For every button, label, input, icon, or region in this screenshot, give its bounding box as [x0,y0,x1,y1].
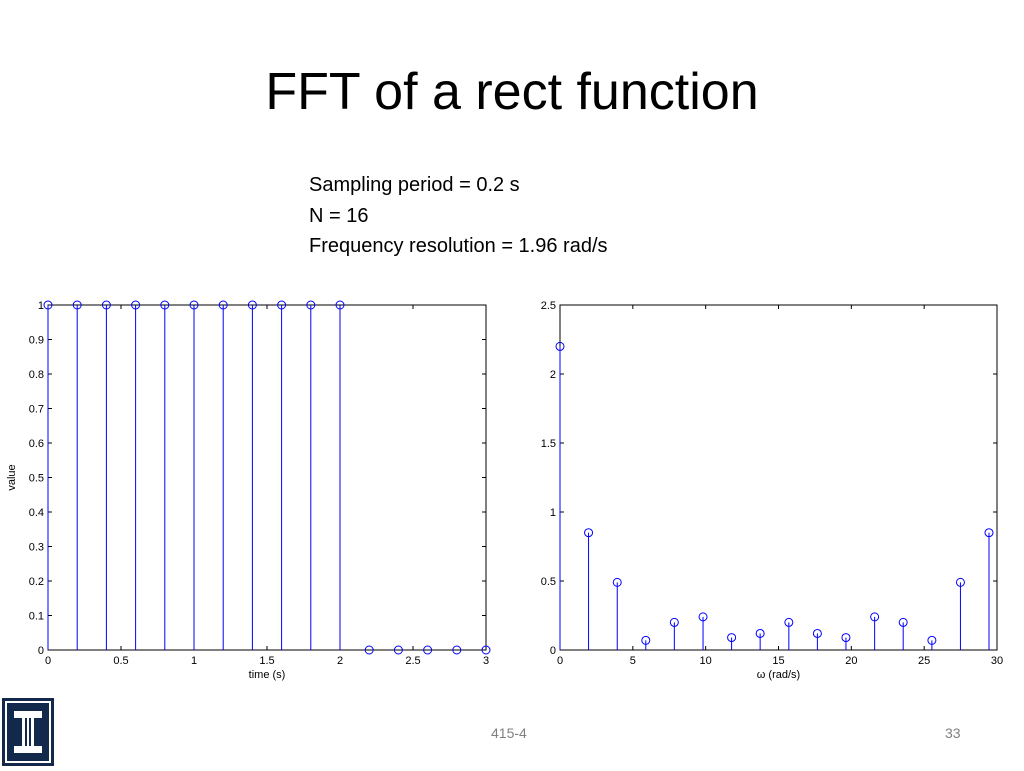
y-tick-label: 0.7 [29,404,44,416]
slide-title: FFT of a rect function [265,63,759,121]
stem-marker [423,645,433,655]
x-tick-label: 0 [45,655,51,667]
stem-marker [727,633,737,643]
stem-marker [927,635,937,645]
y-tick-label: 0 [550,645,556,657]
x-tick-label: 15 [772,655,784,667]
y-tick-label: 0.2 [29,576,44,588]
x-tick-label: 0 [557,655,563,667]
stem-marker [277,300,287,310]
stem-marker [364,645,374,655]
stem-marker [898,617,908,627]
y-tick-label: 0 [38,645,44,657]
stem-marker [189,300,199,310]
x-tick-label: 0.5 [113,655,128,667]
x-tick-label: 5 [630,655,636,667]
stem-marker [698,612,708,622]
stem-marker [247,300,257,310]
stem-marker [393,645,403,655]
x-tick-label: 10 [700,655,712,667]
x-tick-label: 20 [845,655,857,667]
y-tick-label: 0.9 [29,335,44,347]
page-number: 33 [945,725,961,741]
x-axis-label: time (s) [249,669,286,681]
stem-marker [131,300,141,310]
x-tick-label: 2 [337,655,343,667]
stem-marker [955,577,965,587]
stem-marker [784,617,794,627]
y-tick-label: 1 [550,507,556,519]
y-tick-label: 0.5 [541,576,556,588]
stem-marker [72,300,82,310]
y-tick-label: 0.1 [29,611,44,623]
x-tick-label: 2.5 [405,655,420,667]
y-tick-label: 0.5 [29,473,44,485]
stem-marker [101,300,111,310]
stem-marker [984,528,994,538]
footer-course-code: 415-4 [491,725,527,741]
stem-marker [335,300,345,310]
y-axis-label: value [6,464,18,490]
stem-marker [612,577,622,587]
stem-marker [555,341,565,351]
plot-frame [559,304,998,651]
y-tick-label: 1 [38,300,44,312]
stem-marker [160,300,170,310]
x-tick-label: 25 [918,655,930,667]
y-tick-label: 2.5 [541,300,556,312]
y-tick-label: 0.6 [29,438,44,450]
stem-marker [452,645,462,655]
stem-marker [870,612,880,622]
stem-marker [584,528,594,538]
university-logo-icon [2,698,54,766]
x-axis-label: ω (rad/s) [757,669,800,681]
y-tick-label: 1.5 [541,438,556,450]
stem-marker [841,633,851,643]
stem-marker [481,645,491,655]
info-sampling-period: Sampling period = 0.2 s [309,174,520,196]
x-tick-label: 30 [991,655,1003,667]
info-frequency-resolution: Frequency resolution = 1.96 rad/s [309,235,608,257]
stem-marker [669,617,679,627]
y-tick-label: 2 [550,369,556,381]
stem-marker [218,300,228,310]
stem-marker [43,300,53,310]
y-tick-label: 0.4 [29,507,44,519]
stem-marker [755,628,765,638]
y-tick-label: 0.8 [29,369,44,381]
stem-marker [812,628,822,638]
stem-marker [306,300,316,310]
y-tick-label: 0.3 [29,542,44,554]
info-n: N = 16 [309,204,369,227]
x-tick-label: 1 [191,655,197,667]
x-tick-label: 1.5 [259,655,274,667]
x-tick-label: 3 [483,655,489,667]
stem-marker [641,635,651,645]
sampling-info: Sampling period = 0.2 s N = 16 Frequency… [309,170,608,262]
